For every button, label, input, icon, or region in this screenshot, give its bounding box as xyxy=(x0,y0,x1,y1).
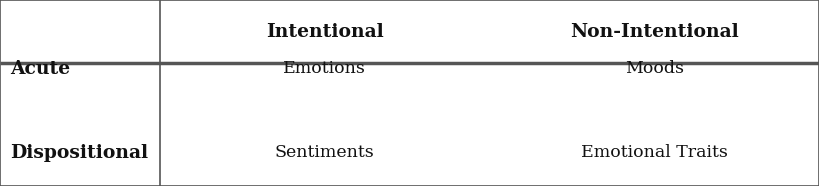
Text: Sentiments: Sentiments xyxy=(274,144,374,161)
Text: Dispositional: Dispositional xyxy=(10,144,148,161)
Text: Non-Intentional: Non-Intentional xyxy=(570,23,739,41)
Text: Emotions: Emotions xyxy=(283,60,366,77)
Text: Acute: Acute xyxy=(10,60,70,78)
Text: Intentional: Intentional xyxy=(265,23,383,41)
Text: Emotional Traits: Emotional Traits xyxy=(581,144,727,161)
Text: Moods: Moods xyxy=(625,60,684,77)
